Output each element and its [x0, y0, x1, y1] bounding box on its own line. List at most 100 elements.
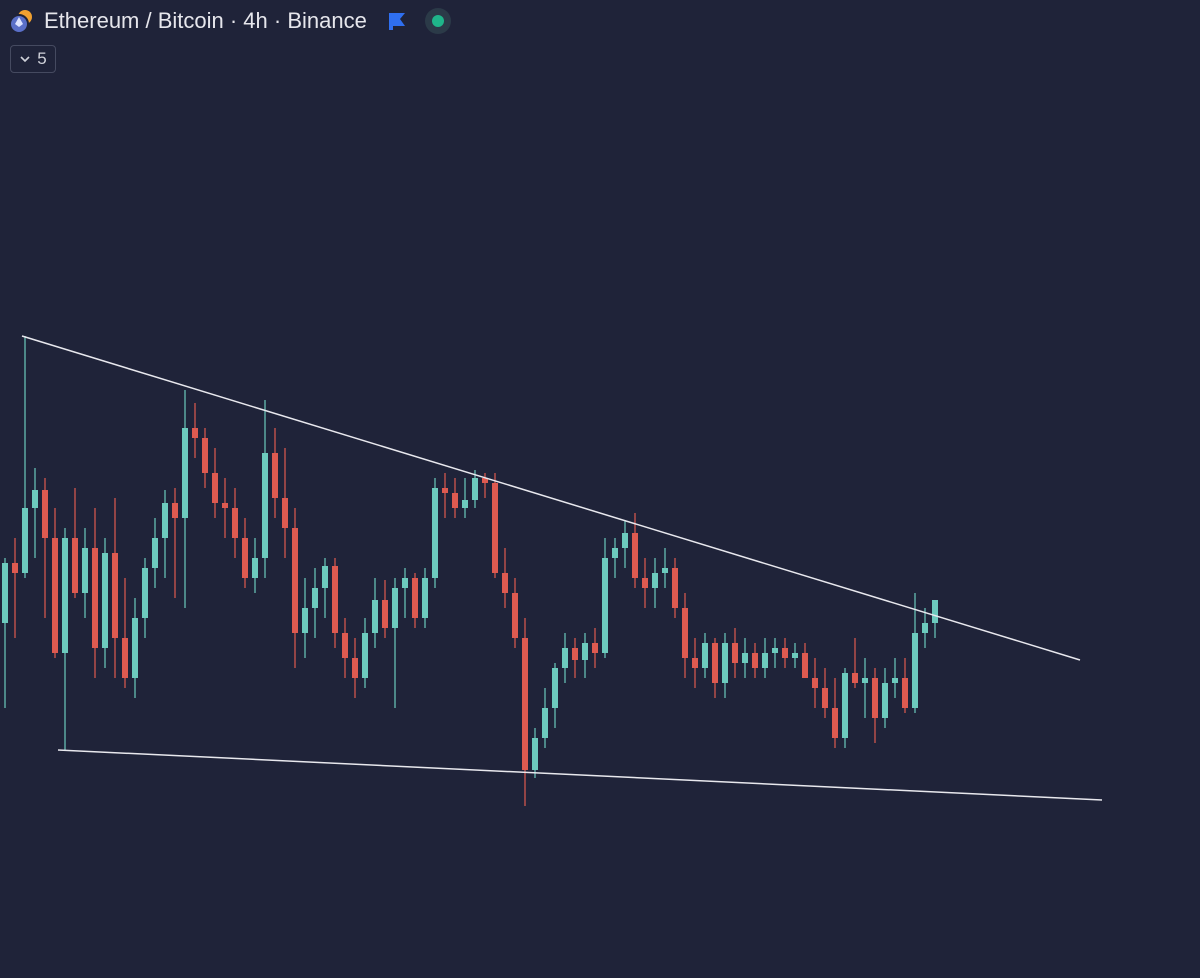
candle-body: [52, 538, 58, 653]
candle-body: [302, 608, 308, 633]
candle-body: [522, 638, 528, 770]
candle-body: [252, 558, 258, 578]
candle-body: [342, 633, 348, 658]
candle-body: [552, 668, 558, 708]
candle-body: [862, 678, 868, 683]
candle-body: [32, 490, 38, 508]
candle-body: [432, 488, 438, 578]
candle-body: [172, 503, 178, 518]
candle-body: [92, 548, 98, 648]
symbol-icon: [9, 10, 32, 34]
candle-body: [72, 538, 78, 593]
candle-body: [492, 483, 498, 573]
candle-body: [182, 428, 188, 518]
candle-body: [772, 648, 778, 653]
candle-body: [502, 573, 508, 593]
candle-body: [202, 438, 208, 473]
candle-body: [732, 643, 738, 663]
header: Ethereum / Bitcoin · 4h · Binance: [8, 6, 453, 36]
candle-body: [372, 600, 378, 633]
candle-body: [2, 563, 8, 623]
candle-body: [62, 538, 68, 653]
candle-body: [102, 553, 108, 648]
candle-body: [812, 678, 818, 688]
candle-body: [382, 600, 388, 628]
candle-body: [742, 653, 748, 663]
candle-body: [642, 578, 648, 588]
candle-body: [702, 643, 708, 668]
candle-body: [152, 538, 158, 568]
candle-body: [112, 553, 118, 638]
indicators-toggle[interactable]: 5: [10, 45, 56, 73]
candle-body: [412, 578, 418, 618]
candle-body: [722, 643, 728, 683]
candle-body: [142, 568, 148, 618]
candle-body: [512, 593, 518, 638]
candle-body: [232, 508, 238, 538]
candle-body: [692, 658, 698, 668]
flag-icon[interactable]: [385, 9, 409, 33]
chevron-icon: [20, 56, 30, 63]
candle-body: [352, 658, 358, 678]
candle-body: [222, 503, 228, 508]
candle-body: [762, 653, 768, 668]
candle-body: [822, 688, 828, 708]
candle-body: [452, 493, 458, 508]
candle-body: [162, 503, 168, 538]
symbol-title[interactable]: Ethereum / Bitcoin · 4h · Binance: [44, 8, 367, 33]
candle-body: [602, 558, 608, 653]
candle-body: [312, 588, 318, 608]
candle-body: [872, 678, 878, 718]
candle-body: [332, 566, 338, 633]
candle-body: [212, 473, 218, 503]
candle-body: [922, 623, 928, 633]
candle-body: [192, 428, 198, 438]
candle-body: [842, 673, 848, 738]
candle-body: [672, 568, 678, 608]
candle-body: [402, 578, 408, 588]
candle-body: [442, 488, 448, 493]
candle-body: [132, 618, 138, 678]
candle-body: [792, 653, 798, 658]
trendline: [57, 749, 1103, 801]
candle-body: [622, 533, 628, 548]
candle-body: [882, 683, 888, 718]
candle-body: [832, 708, 838, 738]
candle-body: [582, 643, 588, 660]
candle-body: [292, 528, 298, 633]
candle-body: [472, 478, 478, 500]
candle-body: [902, 678, 908, 708]
candle-body: [532, 738, 538, 770]
candle-body: [362, 633, 368, 678]
indicator-count: 5: [37, 49, 47, 68]
candle-body: [42, 490, 48, 538]
candle-body: [852, 673, 858, 683]
candle-body: [282, 498, 288, 528]
candle-body: [12, 563, 18, 573]
status-icon: [424, 8, 451, 34]
candle-body: [892, 678, 898, 683]
candle-body: [712, 643, 718, 683]
candle-body: [682, 608, 688, 658]
candle-body: [592, 643, 598, 653]
candle-body: [22, 508, 28, 573]
candle-body: [562, 648, 568, 668]
candle-body: [612, 548, 618, 558]
trendline: [21, 335, 1081, 661]
candle-body: [542, 708, 548, 738]
candle-body: [572, 648, 578, 660]
candle-body: [322, 566, 328, 588]
candle-body: [392, 588, 398, 628]
candle-body: [662, 568, 668, 573]
candle-body: [462, 500, 468, 508]
candle-body: [632, 533, 638, 578]
candle-body: [262, 453, 268, 558]
candle-body: [422, 578, 428, 618]
candle-body: [242, 538, 248, 578]
candle-body: [932, 600, 938, 623]
candle-body: [782, 648, 788, 658]
candle-body: [82, 548, 88, 593]
candle-body: [652, 573, 658, 588]
candle-body: [912, 633, 918, 708]
